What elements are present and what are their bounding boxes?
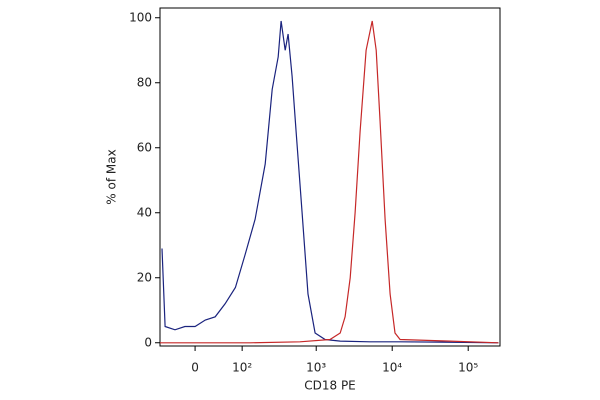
y-tick-label: 40 <box>137 205 152 219</box>
x-axis-label: CD18 PE <box>304 379 356 393</box>
plot-frame <box>159 7 501 347</box>
x-tick-label: 10⁴ <box>382 361 402 375</box>
y-tick-label: 0 <box>144 335 152 349</box>
x-tick-label: 10³ <box>306 361 326 375</box>
y-tick-label: 100 <box>129 10 152 24</box>
x-tick-label: 10² <box>232 361 252 375</box>
x-tick-label: 10⁵ <box>458 361 478 375</box>
y-tick-label: 80 <box>137 75 152 89</box>
y-axis-label: % of Max <box>105 149 119 204</box>
histogram-line <box>160 20 499 344</box>
y-tick-label: 20 <box>137 270 152 284</box>
y-tick-label: 60 <box>137 140 152 154</box>
histogram-line <box>161 20 499 344</box>
x-tick-label: 0 <box>191 361 199 375</box>
